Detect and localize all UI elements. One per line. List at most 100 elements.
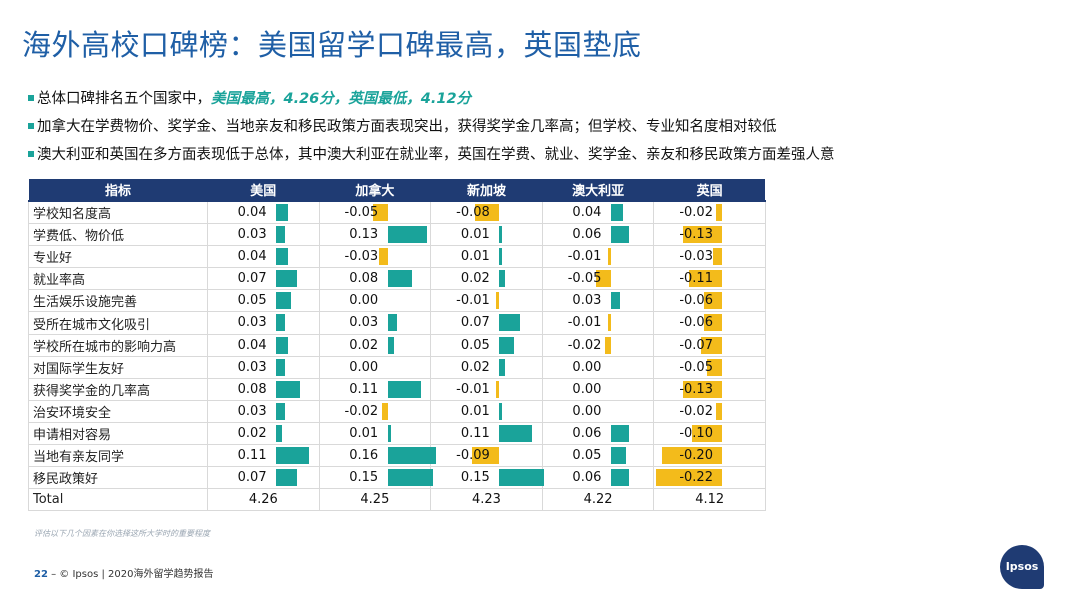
negative-bar [496,380,500,398]
negative-bar [716,402,723,420]
cell-value: 0.05 [237,293,267,309]
negative-bar [692,424,723,442]
value-cell: 0.00 [319,289,432,313]
positive-bar [276,424,282,442]
value-cell: 0.08 [207,378,320,401]
header-country: 美国 [207,179,320,202]
row-label: 学校知名度高 [28,201,208,225]
positive-bar [610,447,626,465]
cell-value: -0.13 [679,381,713,397]
table-row: 当地有亲友同学 0.11 0.16 -0.09 0.05 -0.20 [28,444,766,468]
cell-value: -0.01 [456,381,490,397]
cell-value: 0.00 [349,359,379,375]
value-cell: 0.15 [430,466,545,490]
negative-bar [475,204,500,221]
cell-value: 0.01 [460,249,490,265]
cell-value: -0.11 [679,271,713,287]
value-cell: -0.05 [319,201,432,225]
table-row: 专业好 0.04 -0.03 0.01 -0.01 -0.03 [28,245,766,269]
row-label: 申请相对容易 [28,422,208,446]
cell-value: 0.03 [349,315,379,331]
value-cell: -0.06 [653,311,766,335]
value-cell: 0.03 [207,223,320,247]
cell-value: -0.03 [344,249,379,265]
cell-value: -0.02 [679,403,713,419]
score-table: 指标 美国 加拿大 新加坡 澳大利亚 英国 学校知名度高 0.04 -0.05 -0.… [28,179,766,512]
cell-value: -0.06 [679,315,713,331]
cell-value: 0.00 [572,359,602,375]
value-cell: 0.02 [207,422,320,446]
value-cell: -0.07 [653,334,766,357]
negative-bar [607,248,611,266]
positive-bar [499,248,503,266]
value-cell: -0.11 [653,267,766,291]
row-label: 移民政策好 [28,466,208,490]
bullet-square-icon [28,95,34,101]
value-cell: 0.03 [207,356,320,379]
cell-value: -0.05 [567,271,602,287]
value-cell: 0.03 [542,289,655,313]
negative-bar [604,336,611,354]
value-cell: -0.03 [653,245,766,269]
positive-bar [276,226,285,244]
header-country: 英国 [653,179,766,202]
total-value: 4.22 [583,492,613,508]
positive-bar [387,314,397,332]
positive-bar [276,248,288,266]
positive-bar [499,358,506,376]
value-cell: 0.05 [542,444,655,468]
cell-value: 0.02 [460,271,490,287]
negative-bar [713,248,723,266]
value-cell: -0.06 [653,289,766,313]
cell-value: 0.04 [237,249,267,265]
value-cell: 0.07 [430,311,543,335]
row-label: 治安环境安全 [28,400,208,423]
page-number: 22 [34,569,48,580]
value-cell: -0.05 [653,356,766,379]
negative-bar [472,447,500,465]
cell-value: 0.01 [349,425,379,441]
row-label: 获得奖学金的几率高 [28,378,208,401]
value-cell: 0.15 [319,466,433,490]
value-cell: 0.04 [207,334,320,357]
positive-bar [387,336,394,354]
value-cell: 0.02 [430,267,543,291]
negative-bar [683,380,723,398]
cell-value: -0.03 [679,249,713,265]
cell-value: -0.09 [456,448,490,464]
row-label: 就业率高 [28,267,208,291]
value-cell: 0.01 [430,400,543,423]
cell-value: 0.00 [572,381,602,397]
negative-bar [704,292,723,310]
value-cell: -0.09 [430,444,543,468]
negative-bar [378,248,388,266]
table-row: 对国际学生友好 0.03 0.00 0.02 0.00 -0.05 [28,356,766,379]
positive-bar [387,447,436,465]
value-cell: -0.02 [319,400,432,423]
cell-value: 0.13 [349,227,379,243]
cell-value: -0.01 [567,249,602,265]
value-cell: 0.11 [430,422,543,446]
positive-bar [610,424,629,442]
positive-bar [387,380,421,398]
negative-bar [716,204,723,221]
value-cell: -0.03 [319,245,432,269]
total-cell: 4.23 [430,488,543,512]
cell-value: -0.02 [344,403,379,419]
value-cell: -0.13 [653,223,766,247]
cell-value: 0.06 [572,425,602,441]
positive-bar [387,226,427,244]
negative-bar [701,336,723,354]
cell-value: -0.10 [679,425,713,441]
footer-dash: – [51,569,57,580]
positive-bar [499,270,506,288]
cell-value: -0.13 [679,227,713,243]
value-cell: 0.13 [319,223,432,247]
cell-value: 0.03 [237,227,267,243]
cell-value: -0.22 [679,470,713,486]
row-label: 学费低、物价低 [28,223,208,247]
negative-bar [689,270,723,288]
row-label: 学校所在城市的影响力高 [28,334,208,357]
value-cell: 0.01 [430,223,543,247]
positive-bar [610,292,620,310]
